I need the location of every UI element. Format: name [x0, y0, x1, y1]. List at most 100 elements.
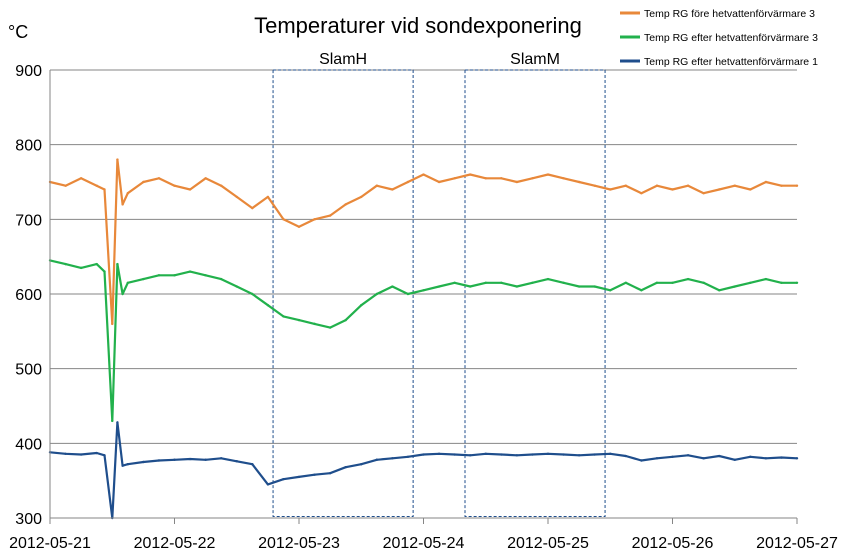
series-2-point: [562, 281, 565, 284]
series-3-point: [577, 454, 581, 457]
legend-label-2: Temp RG efter hetvattenförvärmare 3: [644, 32, 818, 44]
series-1-point: [64, 184, 67, 187]
series-1-point: [422, 173, 425, 176]
series-2-point: [593, 285, 596, 288]
series-2-point: [453, 281, 456, 284]
series-2-point: [360, 304, 363, 307]
series-2-point: [157, 274, 161, 277]
series-3-point: [173, 458, 176, 461]
series-1-point: [375, 184, 379, 187]
series-1-point: [391, 188, 394, 191]
series-1-point: [173, 184, 176, 187]
series-3-point: [655, 457, 659, 460]
series-1-point: [531, 177, 534, 180]
series-3-point: [391, 457, 394, 460]
series-2-point: [103, 270, 106, 273]
series-2-point: [235, 285, 238, 288]
series-1-point: [749, 188, 752, 191]
series-3-point: [717, 454, 721, 458]
series-1-point: [344, 203, 347, 206]
series-2-point: [188, 270, 192, 273]
series-1-point: [219, 184, 223, 187]
x-tick-label-2012-05-26: 2012-05-26: [632, 535, 714, 552]
series-2-point: [764, 277, 768, 281]
series-1-point: [437, 180, 441, 184]
series-1-point: [235, 195, 238, 199]
series-2-point: [577, 285, 581, 288]
data-series: [48, 158, 799, 520]
series-2-point: [749, 281, 752, 284]
gridlines: [50, 69, 797, 519]
series-1-point: [577, 180, 581, 184]
series-3-point: [686, 454, 690, 457]
y-tick-label-800: 800: [15, 138, 42, 155]
series-1-point: [406, 180, 410, 184]
series-3-point: [235, 460, 238, 463]
series-3-point: [515, 454, 519, 457]
legend-label-1: Temp RG före hetvattenförvärmare 3: [644, 8, 815, 20]
series-1-point: [515, 180, 519, 184]
series-2-point: [95, 262, 98, 266]
series-2-point: [375, 292, 379, 296]
series-1-point: [116, 158, 119, 161]
series-1-point: [103, 188, 106, 191]
series-2-point: [671, 281, 674, 284]
series-2-point: [422, 289, 425, 292]
series-2-point: [251, 292, 254, 296]
series-1-point: [500, 177, 503, 180]
series-1-point: [142, 180, 145, 184]
series-1-point: [111, 322, 114, 326]
series-2-point: [344, 318, 347, 322]
series-2-point: [468, 285, 472, 288]
region-box-SlamM: [464, 69, 606, 518]
series-3-point: [64, 452, 67, 455]
series-2-point: [515, 285, 519, 288]
series-1-point: [593, 184, 596, 187]
series-2-point: [313, 322, 316, 326]
series-3-point: [282, 477, 285, 481]
series-2-point: [624, 281, 628, 284]
series-3-point: [437, 452, 441, 455]
series-2: [48, 259, 799, 423]
series-3-point: [219, 457, 223, 460]
series-1-point: [609, 188, 612, 191]
y-tick-label-600: 600: [15, 287, 42, 304]
series-1-point: [780, 184, 783, 187]
series-1-point: [671, 188, 674, 191]
series-1-point: [360, 195, 363, 199]
series-3-point: [297, 475, 301, 479]
series-1-point: [764, 180, 768, 184]
region-label-SlamH: SlamH: [319, 51, 367, 68]
series-3-point: [422, 453, 425, 456]
series-2-point: [391, 285, 394, 288]
series-3-point: [702, 457, 705, 460]
series-3-point: [484, 452, 487, 455]
series-line-2: [49, 259, 797, 422]
series-3: [48, 421, 799, 520]
series-1-point: [453, 177, 456, 180]
x-tick-label-2012-05-24: 2012-05-24: [383, 535, 465, 552]
x-tick-label-2012-05-21: 2012-05-21: [9, 535, 91, 552]
series-2-point: [717, 289, 721, 292]
series-3-point: [251, 463, 254, 466]
series-3-point: [313, 473, 316, 476]
series-1-point: [95, 184, 98, 187]
series-1-point: [795, 184, 799, 187]
series-1-point: [468, 173, 472, 176]
series-2-point: [702, 281, 705, 284]
series-1-point: [484, 177, 487, 180]
series-3-point: [142, 460, 145, 464]
series-2-point: [795, 281, 799, 284]
series-line-3: [49, 421, 798, 520]
series-3-point: [406, 455, 410, 458]
series-3-point: [546, 452, 550, 455]
series-1-point: [297, 225, 301, 228]
series-1-point: [121, 203, 124, 206]
series-1-point: [282, 218, 285, 221]
x-tick-label-2012-05-25: 2012-05-25: [507, 535, 589, 552]
series-2-point: [406, 292, 410, 296]
y-tick-label-300: 300: [15, 511, 42, 528]
chart-title: Temperaturer vid sondexponering: [254, 13, 582, 38]
y-tick-label-700: 700: [15, 212, 42, 229]
series-3-point: [764, 457, 768, 460]
